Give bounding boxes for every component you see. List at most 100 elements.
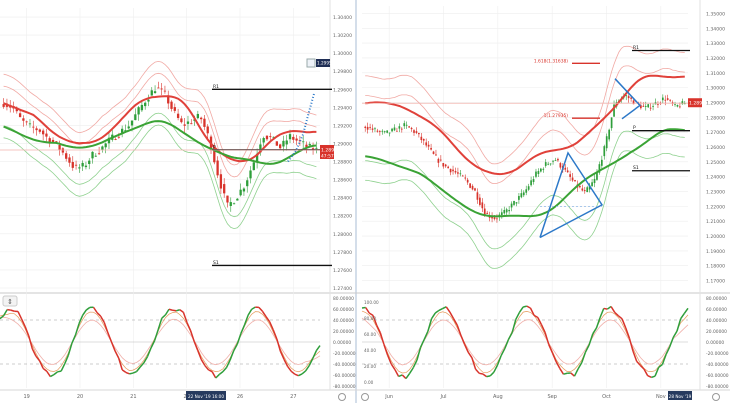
candle[interactable]: [657, 104, 659, 105]
candle[interactable]: [472, 186, 474, 190]
candle[interactable]: [460, 173, 462, 174]
candle[interactable]: [513, 201, 515, 205]
candle[interactable]: [608, 130, 610, 140]
candle[interactable]: [85, 166, 87, 167]
candle[interactable]: [594, 179, 596, 183]
candle[interactable]: [292, 137, 294, 140]
candle[interactable]: [457, 172, 459, 173]
candle[interactable]: [81, 163, 83, 166]
candle[interactable]: [440, 160, 442, 161]
candle[interactable]: [547, 164, 549, 165]
candle[interactable]: [647, 104, 649, 107]
candle[interactable]: [677, 105, 679, 107]
candle[interactable]: [503, 210, 505, 213]
candle[interactable]: [35, 128, 37, 130]
candle[interactable]: [481, 202, 483, 208]
candle[interactable]: [184, 124, 186, 125]
candle[interactable]: [302, 141, 304, 142]
candle[interactable]: [542, 169, 544, 170]
candle[interactable]: [62, 148, 64, 152]
candle[interactable]: [309, 144, 311, 145]
candle[interactable]: [154, 91, 156, 93]
candle[interactable]: [379, 131, 381, 132]
candle[interactable]: [642, 106, 644, 107]
candle[interactable]: [550, 164, 552, 165]
candle[interactable]: [26, 121, 28, 122]
candle[interactable]: [39, 129, 41, 131]
candle[interactable]: [170, 102, 172, 109]
candle[interactable]: [29, 123, 31, 124]
candle[interactable]: [65, 153, 67, 159]
candle[interactable]: [151, 90, 153, 95]
candle[interactable]: [433, 152, 435, 154]
candle[interactable]: [295, 139, 297, 141]
candle[interactable]: [177, 114, 179, 118]
candle[interactable]: [540, 169, 542, 172]
candle[interactable]: [662, 98, 664, 101]
candle[interactable]: [22, 118, 24, 120]
candle[interactable]: [282, 141, 284, 147]
candle[interactable]: [220, 174, 222, 188]
candle[interactable]: [377, 131, 379, 132]
candle[interactable]: [223, 184, 225, 193]
candle[interactable]: [520, 193, 522, 197]
candle[interactable]: [508, 210, 510, 211]
candle[interactable]: [58, 145, 60, 150]
candle[interactable]: [445, 165, 447, 167]
candle[interactable]: [501, 212, 503, 215]
candle[interactable]: [518, 196, 520, 200]
candle[interactable]: [667, 98, 669, 100]
candle[interactable]: [114, 139, 116, 140]
candle[interactable]: [462, 176, 464, 177]
candle[interactable]: [144, 103, 146, 106]
candle[interactable]: [477, 192, 479, 199]
candle[interactable]: [425, 142, 427, 145]
candle[interactable]: [246, 180, 248, 186]
candle[interactable]: [494, 217, 496, 219]
candle[interactable]: [430, 148, 432, 150]
zoom-button[interactable]: [307, 59, 315, 67]
candle[interactable]: [496, 218, 498, 219]
candle[interactable]: [374, 128, 376, 129]
candle[interactable]: [286, 140, 288, 144]
candle[interactable]: [391, 129, 393, 132]
candle[interactable]: [396, 131, 398, 132]
candle[interactable]: [601, 160, 603, 166]
candle[interactable]: [279, 144, 281, 148]
candle[interactable]: [586, 187, 588, 192]
candle[interactable]: [664, 100, 666, 101]
candle[interactable]: [564, 168, 566, 170]
candle[interactable]: [450, 169, 452, 172]
candle[interactable]: [630, 98, 632, 99]
candle[interactable]: [423, 139, 425, 141]
candle[interactable]: [567, 171, 569, 173]
candle[interactable]: [442, 163, 444, 166]
candle[interactable]: [645, 106, 647, 107]
candle[interactable]: [579, 186, 581, 187]
candle[interactable]: [674, 104, 676, 105]
candle[interactable]: [42, 131, 44, 135]
candle[interactable]: [236, 199, 238, 201]
candle[interactable]: [506, 209, 508, 212]
candle[interactable]: [652, 106, 654, 107]
candle[interactable]: [572, 178, 574, 181]
candle[interactable]: [413, 130, 415, 133]
candle[interactable]: [45, 134, 47, 137]
candle[interactable]: [584, 190, 586, 191]
candle[interactable]: [452, 170, 454, 172]
candle[interactable]: [447, 167, 449, 169]
candle[interactable]: [160, 89, 162, 90]
candle[interactable]: [289, 134, 291, 139]
candle[interactable]: [679, 106, 681, 107]
candle[interactable]: [479, 198, 481, 205]
candle[interactable]: [486, 213, 488, 214]
candle[interactable]: [455, 171, 457, 172]
candle[interactable]: [134, 114, 136, 120]
candle[interactable]: [197, 114, 199, 118]
candle[interactable]: [369, 127, 371, 128]
candle[interactable]: [603, 146, 605, 156]
candle[interactable]: [545, 162, 547, 166]
candle[interactable]: [249, 170, 251, 178]
candle[interactable]: [226, 196, 228, 203]
candle[interactable]: [581, 188, 583, 190]
